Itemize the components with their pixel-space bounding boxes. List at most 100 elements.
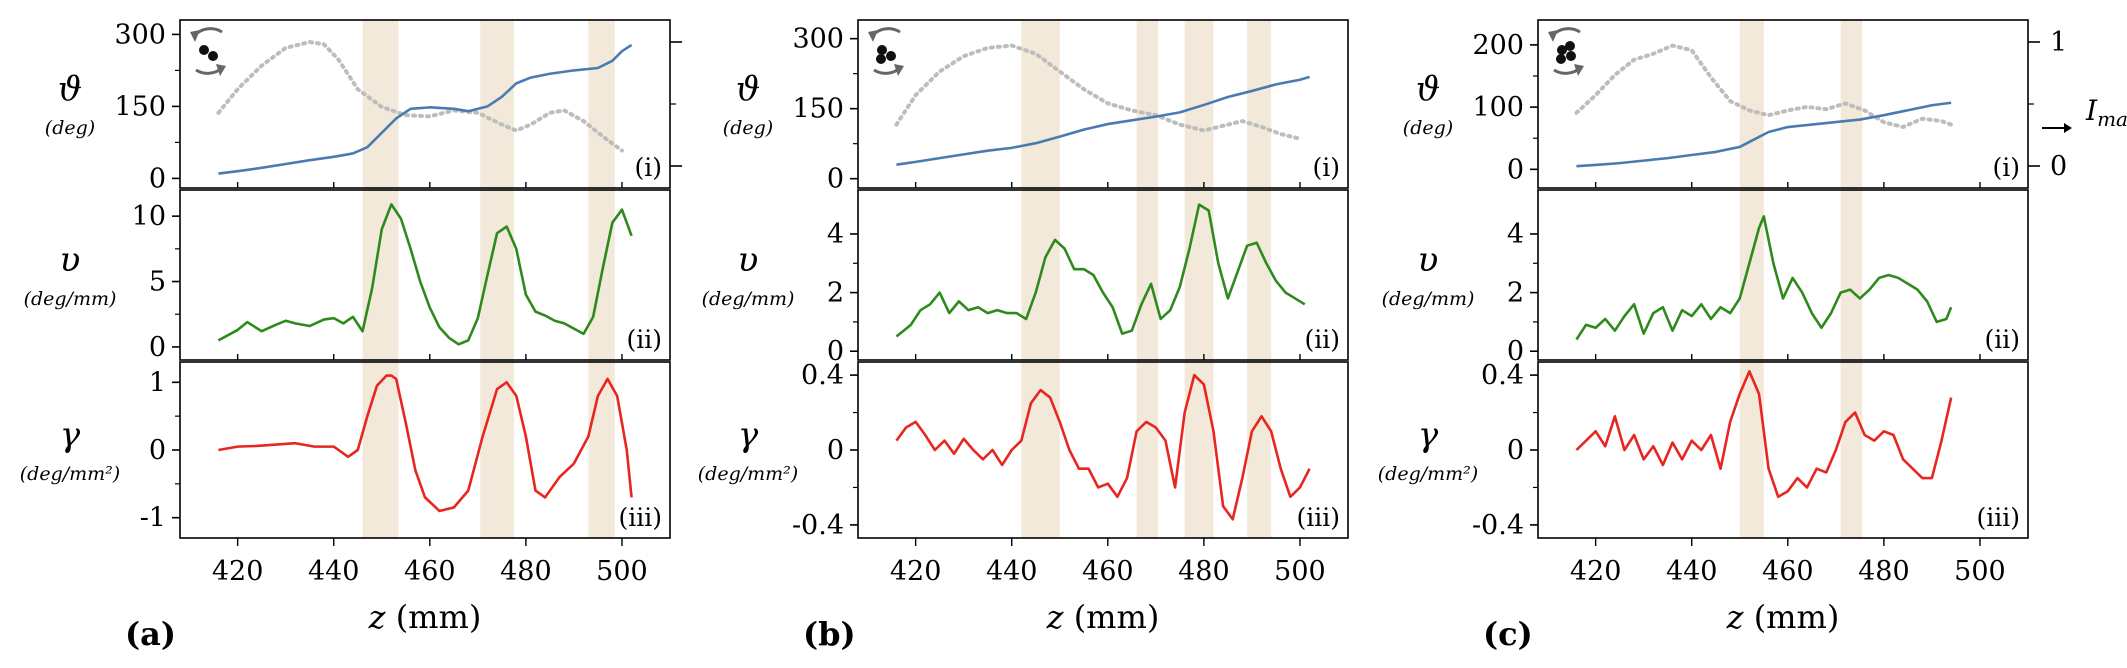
y-tick-label: 0.4 [801, 360, 844, 391]
x-tick-label: 480 [1178, 556, 1230, 587]
speckle-spot [1565, 41, 1575, 51]
arrow-head-icon [894, 64, 904, 76]
x-axis-var: z [1046, 598, 1065, 636]
plot-frame [857, 361, 1349, 539]
y-axis-unit: (deg) [723, 117, 773, 139]
right-axis-arrowhead-icon [2064, 123, 2072, 133]
y-tick-label: 0 [827, 435, 844, 466]
y-tick-label: 5 [149, 267, 166, 298]
highlight-band [1840, 20, 1863, 538]
velocity-series [895, 203, 1306, 338]
theta-series [218, 43, 633, 175]
row-label: (ii) [1305, 325, 1341, 354]
arrow-head-icon [868, 30, 878, 42]
rotation-inset-icon [190, 27, 226, 76]
accel-series [895, 373, 1311, 521]
y-axis-symbol: ϑ [1416, 69, 1440, 109]
highlight-band [1184, 20, 1214, 538]
x-axis-unit: (mm) [386, 598, 482, 636]
panel-a: 0 150 300 (i) ϑ (deg) 0 5 10 (ii) υ (deg/mm) -1 0 1 (ii… [20, 19, 682, 653]
x-axis-var: z [368, 598, 387, 636]
theta-series [1576, 101, 1952, 168]
x-tick-label: 500 [1274, 556, 1326, 587]
plot-frame [1537, 189, 2029, 361]
y-tick-label: -0.4 [792, 510, 844, 541]
x-axis-label: z (mm) [1046, 598, 1160, 636]
speckle-spot [876, 54, 886, 64]
y-tick-label: 0.4 [1481, 360, 1524, 391]
x-tick-label: 440 [986, 556, 1038, 587]
y-tick-label: 2 [1507, 278, 1524, 309]
x-axis-unit: (mm) [1064, 598, 1160, 636]
arrow-head-icon [1548, 30, 1558, 42]
x-tick-label: 420 [890, 556, 942, 587]
y-tick-label: 4 [827, 219, 844, 250]
y-axis-symbol: υ [738, 240, 759, 280]
y-axis-unit: (deg/mm²) [698, 463, 798, 485]
right-axis-symbol: I [2085, 94, 2098, 127]
speckle-spot [1566, 51, 1576, 61]
y-axis-unit: (deg/mm²) [20, 463, 120, 485]
y-tick-label: 0 [827, 164, 844, 195]
speckle-spot [199, 45, 209, 55]
highlight-band [1247, 20, 1272, 538]
theta-series [896, 75, 1310, 166]
row-label: (iii) [1297, 503, 1341, 532]
y-tick-label: 0 [827, 336, 844, 367]
rotation-inset-icon [1548, 27, 1584, 76]
y-tick-label: 0 [1507, 336, 1524, 367]
accel-series [218, 374, 633, 513]
y-tick-label: 100 [1472, 92, 1524, 123]
panel-letter: (c) [1483, 615, 1533, 653]
plot-frame [179, 189, 671, 361]
y-axis-symbol: ϑ [58, 69, 82, 109]
velocity-series [1575, 215, 1953, 341]
y-tick-label: 0 [149, 435, 166, 466]
y-tick-label: 200 [1472, 30, 1524, 61]
row-label: (iii) [1977, 503, 2021, 532]
y-axis-unit: (deg) [1403, 117, 1453, 139]
row-label: (iii) [619, 503, 663, 532]
x-tick-label: 440 [1666, 556, 1718, 587]
y-tick-label: 2 [827, 278, 844, 309]
panel-letter: (a) [125, 615, 176, 653]
highlight-band [1739, 20, 1764, 538]
y-axis-unit: (deg) [45, 117, 95, 139]
right-y-tick-label: 0 [2050, 151, 2067, 182]
speckle-spot [208, 51, 218, 61]
y-axis-unit: (deg/mm) [702, 288, 795, 310]
intensity-series [894, 43, 1302, 141]
x-tick-label: 480 [1858, 556, 1910, 587]
x-tick-label: 500 [1954, 556, 2006, 587]
x-axis-label: z (mm) [368, 598, 482, 636]
y-tick-label: 4 [1507, 219, 1524, 250]
y-tick-label: 300 [792, 24, 844, 55]
x-axis-label: z (mm) [1726, 598, 1840, 636]
y-axis-unit: (deg/mm) [24, 288, 117, 310]
accel-series [1575, 370, 1953, 499]
speckle-spot [1557, 45, 1567, 55]
speckle-spot [877, 45, 887, 55]
rotation-inset-icon [868, 27, 904, 76]
y-axis-symbol: γ [1418, 415, 1439, 455]
row-label: (i) [634, 153, 662, 182]
y-axis-unit: (deg/mm) [1382, 288, 1475, 310]
row-label: (i) [1992, 153, 2020, 182]
right-y-axis-label: Imax [2085, 94, 2127, 131]
panel-c: 0100200(i)ϑ(deg)024(ii)υ(deg/mm)-0.400.4… [1378, 19, 2127, 653]
arrow-head-icon [190, 30, 200, 42]
plot-frame [857, 19, 1349, 189]
y-tick-label: 0 [1507, 435, 1524, 466]
x-tick-label: 440 [308, 556, 360, 587]
y-tick-label: 0 [149, 163, 166, 194]
y-axis-symbol: γ [60, 415, 81, 455]
row-label: (ii) [627, 325, 663, 354]
x-tick-label: 460 [1762, 556, 1814, 587]
y-tick-label: 0 [149, 332, 166, 363]
arrow-head-icon [216, 64, 226, 76]
x-tick-label: 500 [596, 556, 648, 587]
x-tick-label: 420 [1570, 556, 1622, 587]
x-tick-label: 420 [212, 556, 264, 587]
velocity-series [217, 203, 633, 346]
x-tick-label: 460 [404, 556, 456, 587]
